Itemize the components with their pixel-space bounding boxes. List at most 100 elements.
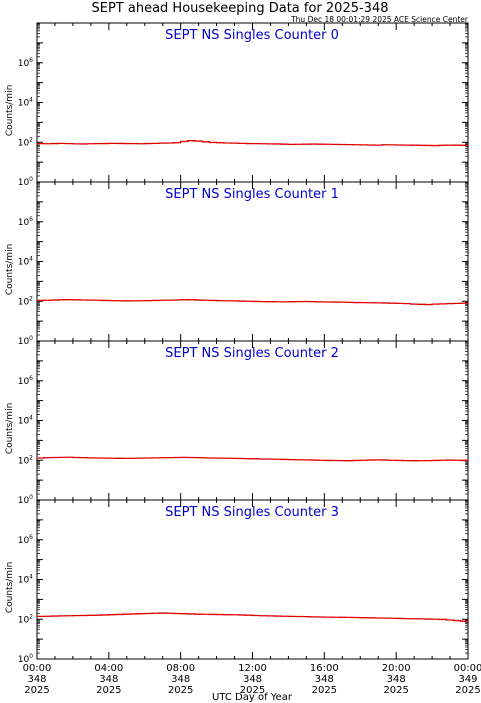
x-tick-year: 2025: [24, 685, 49, 696]
y-tick-exponent: 0: [29, 494, 33, 501]
x-tick-day: 348: [243, 674, 262, 685]
panel-title: SEPT NS Singles Counter 1: [165, 187, 339, 202]
x-tick-time: 04:00: [94, 663, 123, 674]
y-tick-label: 104: [18, 97, 33, 109]
y-axis-label: Counts/min: [5, 562, 15, 613]
x-tick-day: 348: [171, 674, 190, 685]
y-tick-exponent: 6: [29, 216, 33, 223]
x-tick-day: 348: [315, 674, 334, 685]
y-tick-exponent: 6: [29, 57, 33, 64]
y-tick-exponent: 4: [29, 97, 33, 104]
y-tick-base: 10: [18, 536, 30, 546]
x-tick-time: 20:00: [382, 663, 411, 674]
x-tick-year: 2025: [240, 685, 265, 696]
x-tick-day: 348: [387, 674, 406, 685]
x-tick-year: 2025: [168, 685, 193, 696]
y-axis-label: Counts/min: [5, 244, 15, 295]
y-tick-base: 10: [18, 99, 30, 109]
x-tick-day: 349: [458, 674, 477, 685]
x-tick-time: 16:00: [310, 663, 339, 674]
y-tick-label: 102: [18, 295, 33, 307]
x-tick-year: 2025: [455, 685, 480, 696]
y-tick-base: 10: [18, 337, 30, 347]
y-tick-base: 10: [18, 218, 30, 228]
panel-frame: [36, 499, 469, 660]
y-tick-label: 102: [18, 454, 33, 466]
series-line: [37, 299, 468, 306]
y-tick-base: 10: [18, 655, 30, 665]
y-tick-exponent: 4: [29, 415, 33, 422]
x-tick-time: 12:00: [238, 663, 267, 674]
y-tick-label: 102: [18, 136, 33, 148]
y-tick-base: 10: [18, 456, 30, 466]
y-tick-base: 10: [18, 576, 30, 586]
y-tick-label: 100: [18, 335, 33, 347]
y-tick-exponent: 6: [29, 534, 33, 541]
y-tick-label: 100: [18, 176, 33, 188]
y-tick-base: 10: [18, 615, 30, 625]
x-axis-label: UTC Day of Year: [212, 692, 293, 703]
x-tick-day: 348: [99, 674, 118, 685]
x-tick-year: 2025: [96, 685, 121, 696]
y-tick-base: 10: [18, 258, 30, 268]
y-tick-label: 106: [18, 375, 33, 387]
x-tick-time: 00:00: [23, 663, 52, 674]
y-tick-label: 106: [18, 534, 33, 546]
y-tick-exponent: 2: [29, 454, 33, 461]
panel-frame: [36, 181, 469, 342]
y-axis-label: Counts/min: [5, 403, 15, 454]
y-tick-label: 100: [18, 653, 33, 665]
timestamp-label: Thu Dec 18 00:01:29 2025 ACE Science Cen…: [290, 15, 469, 24]
y-tick-label: 104: [18, 415, 33, 427]
y-tick-base: 10: [18, 377, 30, 387]
y-tick-exponent: 2: [29, 136, 33, 143]
series-line: [37, 612, 468, 622]
y-tick-exponent: 6: [29, 375, 33, 382]
y-tick-base: 10: [18, 138, 30, 148]
x-tick-year: 2025: [383, 685, 408, 696]
series-line: [37, 456, 468, 462]
y-tick-base: 10: [18, 59, 30, 69]
panel-title: SEPT NS Singles Counter 3: [165, 505, 339, 520]
y-axis-label: Counts/min: [5, 85, 15, 136]
panel-frame: [36, 22, 469, 183]
x-tick-year: 2025: [312, 685, 337, 696]
x-tick-time: 08:00: [166, 663, 195, 674]
y-tick-label: 106: [18, 57, 33, 69]
y-tick-label: 104: [18, 574, 33, 586]
x-tick-labels: 00:00348202504:00348202508:00348202512:0…: [23, 663, 481, 696]
y-tick-exponent: 2: [29, 295, 33, 302]
y-tick-label: 100: [18, 494, 33, 506]
x-tick-day: 348: [27, 674, 46, 685]
y-tick-base: 10: [18, 417, 30, 427]
chart-title: SEPT ahead Housekeeping Data for 2025-34…: [92, 1, 389, 16]
y-tick-label: 102: [18, 613, 33, 625]
y-tick-exponent: 4: [29, 574, 33, 581]
panel-frame: [36, 340, 469, 501]
y-tick-exponent: 4: [29, 256, 33, 263]
y-tick-base: 10: [18, 297, 30, 307]
y-tick-base: 10: [18, 178, 30, 188]
y-tick-exponent: 0: [29, 176, 33, 183]
y-tick-exponent: 2: [29, 613, 33, 620]
series-line: [37, 140, 468, 147]
y-tick-exponent: 0: [29, 335, 33, 342]
y-tick-label: 104: [18, 256, 33, 268]
y-tick-label: 106: [18, 216, 33, 228]
x-tick-time: 00:00: [454, 663, 481, 674]
y-tick-exponent: 0: [29, 653, 33, 660]
y-tick-base: 10: [18, 496, 30, 506]
